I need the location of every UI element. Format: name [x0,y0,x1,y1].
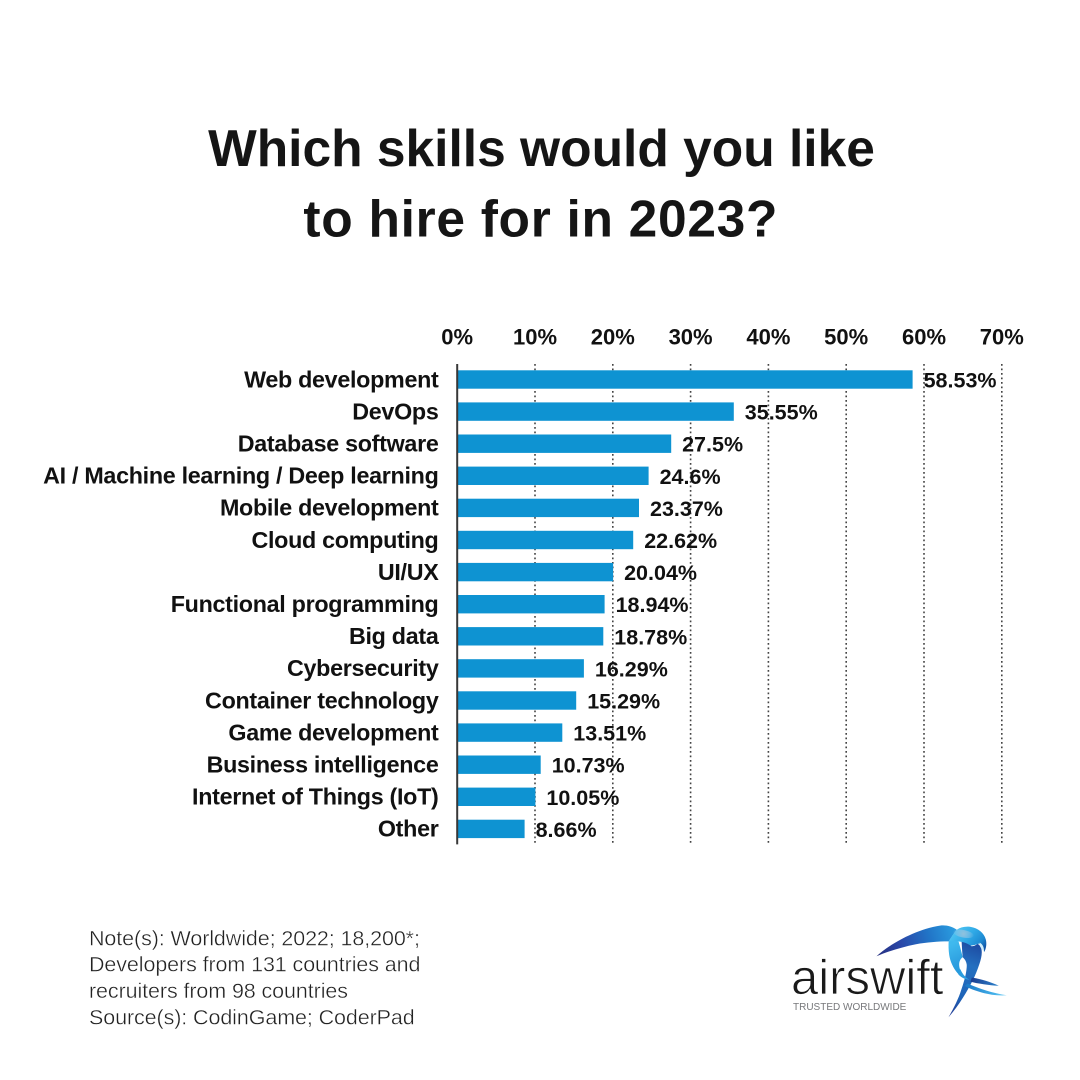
svg-text:Which skills would you like: Which skills would you like [208,119,875,177]
svg-text:TRUSTED WORLDWIDE: TRUSTED WORLDWIDE [793,1002,907,1013]
svg-text:Game development: Game development [228,719,439,745]
svg-text:16.29%: 16.29% [595,657,668,681]
svg-text:Internet of Things (IoT): Internet of Things (IoT) [192,784,438,810]
svg-text:Mobile development: Mobile development [220,495,439,521]
svg-text:22.62%: 22.62% [644,529,717,553]
svg-text:70%: 70% [980,325,1024,350]
svg-text:60%: 60% [902,325,946,350]
svg-text:airswift: airswift [791,951,944,1005]
svg-text:AI / Machine learning / Deep l: AI / Machine learning / Deep learning [43,463,438,489]
svg-text:23.37%: 23.37% [650,497,723,521]
svg-text:DevOps: DevOps [352,398,438,424]
svg-text:Cybersecurity: Cybersecurity [287,655,439,681]
svg-text:20%: 20% [591,325,635,350]
svg-text:Developers from 131 countries: Developers from 131 countries and [89,953,420,977]
svg-text:UI/UX: UI/UX [378,559,439,585]
svg-text:15.29%: 15.29% [587,690,660,714]
svg-text:35.55%: 35.55% [745,401,818,425]
svg-text:Business intelligence: Business intelligence [207,752,439,778]
svg-text:Cloud computing: Cloud computing [251,527,438,553]
svg-text:Big data: Big data [349,623,440,649]
svg-text:18.78%: 18.78% [614,625,687,649]
svg-text:to hire for in 2023?: to hire for in 2023? [303,190,778,248]
svg-text:50%: 50% [824,325,868,350]
svg-text:0%: 0% [441,325,473,350]
svg-text:Web development: Web development [244,366,439,392]
svg-text:Database software: Database software [238,431,439,457]
svg-text:Note(s): Worldwide; 2022; 18,2: Note(s): Worldwide; 2022; 18,200*; [89,926,420,950]
svg-text:27.5%: 27.5% [682,433,743,457]
svg-text:13.51%: 13.51% [573,722,646,746]
svg-text:Other: Other [378,816,439,842]
svg-text:18.94%: 18.94% [616,593,689,617]
svg-text:10%: 10% [513,325,557,350]
svg-text:10.05%: 10.05% [546,786,619,810]
svg-text:40%: 40% [746,325,790,350]
svg-text:8.66%: 8.66% [536,818,597,842]
svg-text:10.73%: 10.73% [552,754,625,778]
svg-text:recruiters from 98 countries: recruiters from 98 countries [89,979,348,1003]
svg-text:Source(s): CodinGame; CoderPad: Source(s): CodinGame; CoderPad [89,1005,415,1029]
svg-text:30%: 30% [669,325,713,350]
svg-text:Functional programming: Functional programming [171,591,439,617]
svg-text:20.04%: 20.04% [624,561,697,585]
svg-text:Container technology: Container technology [205,687,439,713]
svg-text:24.6%: 24.6% [660,465,721,489]
svg-text:58.53%: 58.53% [924,369,997,393]
